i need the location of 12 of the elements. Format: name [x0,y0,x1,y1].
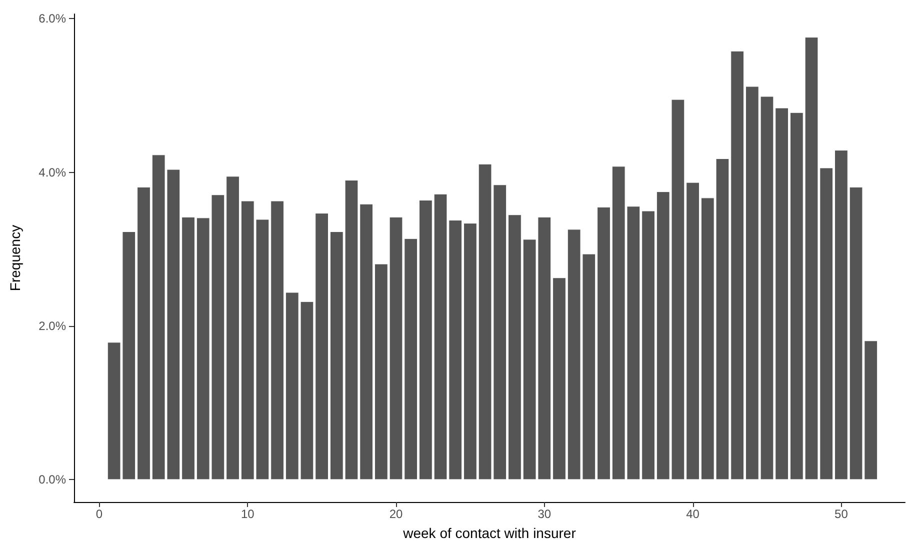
y-tick-label: 6.0% [38,12,66,26]
y-tick-label: 4.0% [38,165,66,180]
y-axis-title: Frequency [7,224,23,292]
x-tick-label: 40 [686,507,700,521]
x-tick-label: 30 [538,507,552,521]
x-tick-label: 0 [96,507,103,521]
y-tick-label: 2.0% [38,319,66,334]
x-axis-title: week of contact with insurer [402,525,576,541]
x-tick-label: 50 [834,507,848,521]
x-tick-label: 20 [389,507,404,521]
x-tick-label: 10 [240,507,255,521]
y-tick-label: 0.0% [38,472,66,487]
